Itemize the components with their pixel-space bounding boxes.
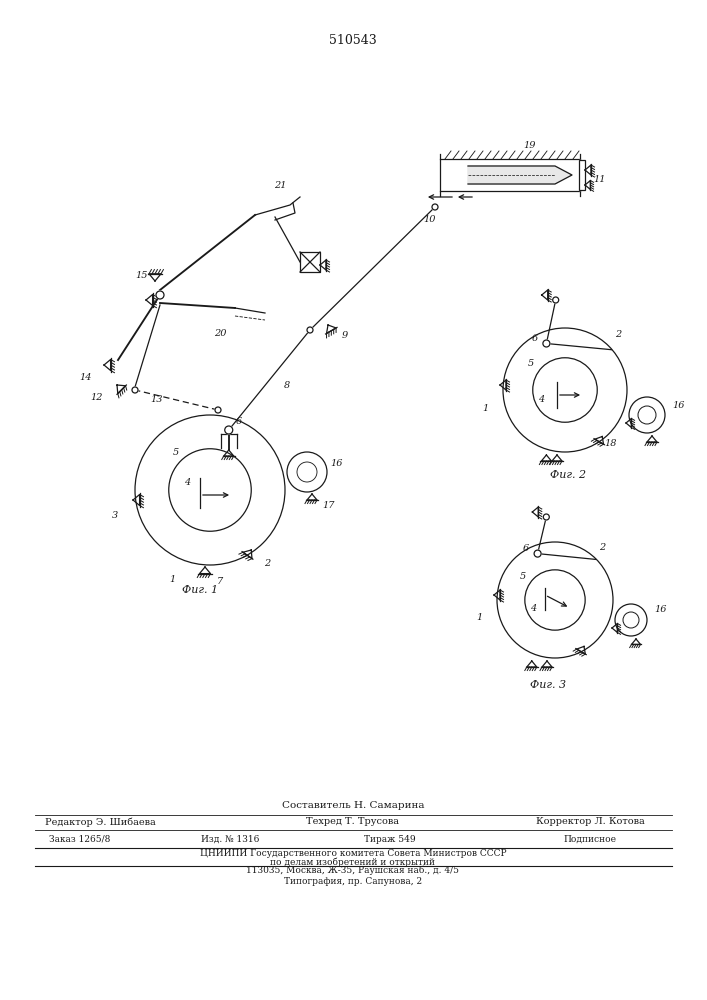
- Text: Тираж 549: Тираж 549: [364, 834, 416, 844]
- Circle shape: [215, 407, 221, 413]
- Text: Заказ 1265/8: Заказ 1265/8: [49, 834, 111, 844]
- Text: Фиг. 2: Фиг. 2: [550, 470, 586, 480]
- Text: Техред Т. Трусова: Техред Т. Трусова: [307, 818, 399, 826]
- Text: 10: 10: [423, 215, 436, 224]
- Circle shape: [132, 387, 138, 393]
- Text: 4: 4: [538, 395, 544, 404]
- Text: Корректор Л. Котова: Корректор Л. Котова: [536, 818, 644, 826]
- Text: ЦНИИПИ Государственного комитета Совета Министров СССР: ЦНИИПИ Государственного комитета Совета …: [199, 850, 506, 858]
- Text: 17: 17: [323, 502, 335, 510]
- Text: 2: 2: [614, 330, 621, 339]
- Text: 16: 16: [673, 400, 685, 410]
- Text: Составитель Н. Самарина: Составитель Н. Самарина: [282, 802, 424, 810]
- Text: 1: 1: [170, 574, 175, 584]
- Text: 16: 16: [331, 460, 344, 468]
- Text: 11: 11: [594, 176, 606, 184]
- Text: 8: 8: [284, 380, 291, 389]
- Text: 6: 6: [522, 544, 529, 553]
- Circle shape: [156, 291, 164, 299]
- Text: 18: 18: [604, 438, 617, 448]
- Circle shape: [287, 452, 327, 492]
- Circle shape: [503, 328, 627, 452]
- Bar: [579, 160, 585, 190]
- Text: 1: 1: [482, 404, 488, 413]
- Text: 3: 3: [112, 510, 118, 520]
- Text: Фиг. 1: Фиг. 1: [182, 585, 218, 595]
- Text: Изд. № 1316: Изд. № 1316: [201, 834, 259, 844]
- Circle shape: [543, 340, 550, 347]
- Text: 4: 4: [185, 478, 191, 487]
- Text: Подписное: Подписное: [563, 834, 617, 844]
- Text: по делам изобретений и открытий: по делам изобретений и открытий: [271, 857, 436, 867]
- Circle shape: [432, 204, 438, 210]
- Text: 510543: 510543: [329, 33, 377, 46]
- Text: 2: 2: [264, 559, 270, 568]
- Text: 16: 16: [655, 605, 667, 614]
- Text: 2: 2: [600, 543, 606, 552]
- Text: Редактор Э. Шибаева: Редактор Э. Шибаева: [45, 817, 156, 827]
- Text: 21: 21: [274, 180, 286, 190]
- Circle shape: [534, 550, 541, 557]
- Text: 113035, Москва, Ж-35, Раушская наб., д. 4/5: 113035, Москва, Ж-35, Раушская наб., д. …: [247, 865, 460, 875]
- Circle shape: [497, 542, 613, 658]
- Circle shape: [615, 604, 647, 636]
- Text: 5: 5: [520, 572, 526, 581]
- Bar: [300, 252, 320, 272]
- Text: 6: 6: [531, 334, 537, 343]
- Text: Фиг. 3: Фиг. 3: [530, 680, 566, 690]
- Circle shape: [225, 426, 233, 434]
- Text: 12: 12: [90, 393, 103, 402]
- Text: 7: 7: [217, 576, 223, 585]
- Text: 20: 20: [214, 328, 226, 338]
- Circle shape: [543, 514, 549, 520]
- Text: 5: 5: [173, 448, 180, 457]
- Text: 14: 14: [80, 373, 92, 382]
- Polygon shape: [468, 166, 572, 184]
- Circle shape: [135, 415, 285, 565]
- Text: 4: 4: [530, 604, 536, 613]
- Text: 5: 5: [527, 359, 534, 368]
- Text: 15: 15: [136, 270, 148, 279]
- Bar: [579, 160, 585, 190]
- Circle shape: [307, 327, 313, 333]
- Text: 19: 19: [524, 141, 536, 150]
- Circle shape: [553, 297, 559, 303]
- Text: 1: 1: [476, 613, 482, 622]
- Text: 13: 13: [151, 395, 163, 404]
- Text: Типография, пр. Сапунова, 2: Типография, пр. Сапунова, 2: [284, 878, 422, 886]
- Text: 9: 9: [342, 330, 348, 340]
- Circle shape: [629, 397, 665, 433]
- Text: 6: 6: [235, 418, 242, 426]
